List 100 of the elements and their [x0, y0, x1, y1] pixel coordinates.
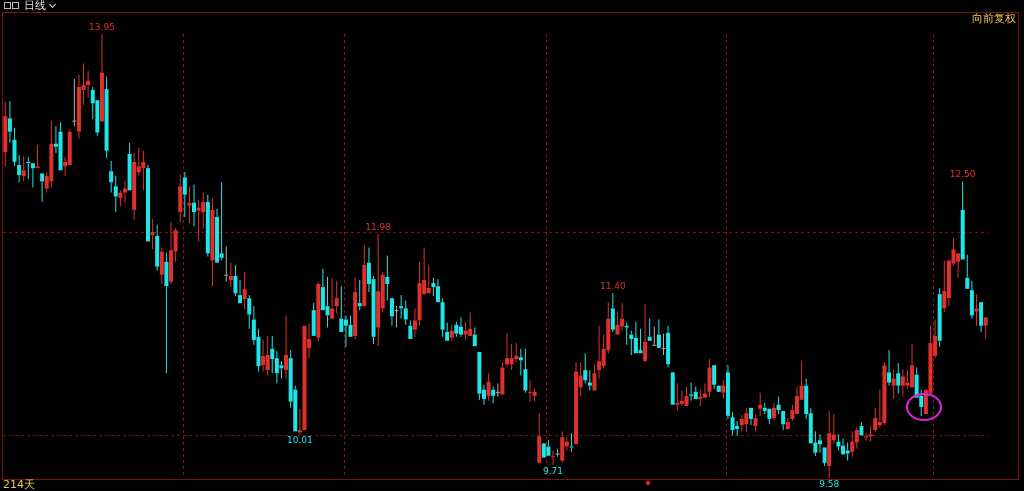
candlestick	[702, 382, 707, 398]
candlestick	[753, 413, 758, 432]
candlestick	[610, 292, 615, 333]
candlestick	[979, 302, 984, 333]
candlestick	[339, 285, 344, 332]
candlestick	[187, 185, 192, 224]
candlestick	[859, 421, 864, 436]
annotation: 11.98	[365, 222, 392, 233]
candlestick	[873, 407, 878, 433]
candlestick	[394, 305, 399, 328]
candlestick	[178, 173, 183, 223]
candlestick	[334, 280, 339, 314]
candlestick	[868, 425, 873, 443]
candlestick	[435, 278, 440, 303]
candlestick	[228, 262, 233, 288]
candlestick	[454, 321, 459, 338]
candlestick	[615, 311, 620, 335]
candlestick	[900, 368, 905, 398]
candlestick	[656, 318, 661, 348]
candlestick	[735, 420, 740, 436]
candlestick	[150, 218, 155, 250]
candlestick	[472, 326, 477, 347]
candlestick	[528, 379, 533, 403]
candlestick	[99, 33, 104, 122]
candlestick	[514, 342, 519, 363]
candlestick	[721, 379, 726, 400]
candlestick	[215, 208, 220, 263]
candlestick	[182, 171, 187, 218]
candlestick	[643, 303, 648, 362]
candlestick	[440, 297, 445, 338]
candlestick	[376, 233, 381, 347]
candlestick	[532, 388, 537, 403]
candlestick	[7, 100, 12, 144]
candlestick	[781, 410, 786, 431]
candlestick	[491, 386, 496, 404]
candlestick	[205, 194, 210, 257]
candlestick	[320, 268, 325, 311]
candlestick	[882, 361, 887, 426]
candlestick	[744, 407, 749, 433]
annotation: 12.50	[949, 169, 976, 180]
candlestick	[675, 382, 680, 412]
candlestick	[739, 414, 744, 432]
candlestick	[316, 281, 321, 343]
candlestick	[242, 271, 247, 310]
candlestick	[864, 432, 869, 441]
candlestick	[104, 76, 109, 159]
candlestick	[684, 386, 689, 407]
candlestick	[357, 279, 362, 311]
candlestick	[638, 328, 643, 354]
candlestick	[113, 175, 118, 213]
candlestick	[458, 316, 463, 338]
candlestick	[21, 155, 26, 182]
candlestick	[771, 402, 776, 421]
candlestick	[592, 363, 597, 391]
candlestick	[974, 293, 979, 327]
candlestick	[523, 348, 528, 394]
annotation: 9.71	[543, 465, 564, 476]
candlestick	[118, 189, 123, 208]
annotation: 11.40	[599, 281, 627, 292]
candlestick	[279, 360, 284, 380]
candlestick	[302, 325, 307, 431]
candlestick	[40, 173, 45, 203]
candlestick	[983, 317, 988, 340]
candlestick	[238, 279, 243, 304]
candlestick	[537, 412, 542, 463]
annotation: 10.01	[287, 435, 313, 446]
candlestick	[385, 255, 390, 301]
candlestick	[670, 372, 675, 405]
candlestick	[509, 343, 514, 371]
candlestick	[937, 287, 942, 348]
candlestick	[969, 280, 974, 320]
candlestick	[270, 335, 275, 374]
candlestick	[109, 160, 114, 194]
chart-title: 日线	[24, 0, 46, 12]
candlestick	[389, 298, 394, 327]
candlestick	[426, 264, 431, 294]
candlestick	[159, 247, 164, 285]
candlestick	[827, 410, 832, 479]
candlestick	[762, 402, 767, 415]
candlestick	[707, 358, 712, 398]
candlestick	[274, 350, 279, 384]
annotation: 214天	[3, 478, 35, 491]
candlestick	[850, 430, 855, 458]
candlestick	[3, 101, 8, 167]
candlestick	[647, 318, 652, 341]
candlestick	[960, 180, 965, 260]
candlestick	[417, 261, 422, 327]
candlestick	[546, 439, 551, 456]
candlestick	[122, 180, 127, 204]
candlestick	[261, 339, 266, 372]
candlestick	[468, 311, 473, 336]
candlestick	[408, 319, 413, 340]
candlestick	[505, 332, 510, 368]
candlestick	[716, 385, 721, 392]
text: 向前复权	[972, 12, 1016, 25]
candlestick	[712, 365, 717, 390]
candlestick	[905, 369, 910, 390]
candlestick	[141, 150, 146, 191]
annotation: 13.95	[89, 21, 115, 32]
candlestick	[776, 396, 781, 415]
